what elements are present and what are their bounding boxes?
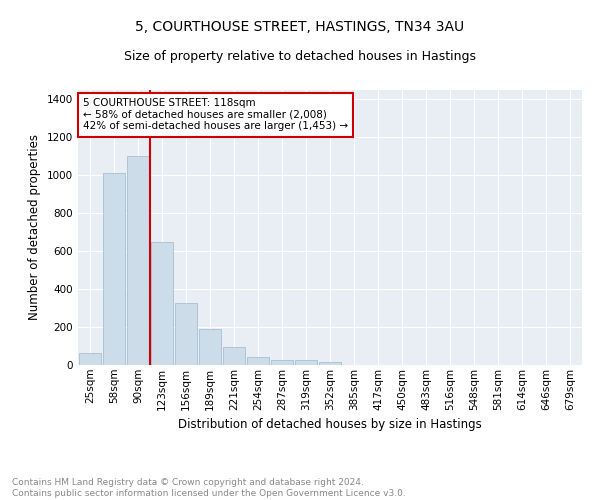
Bar bbox=[295, 360, 317, 365]
Bar bbox=[199, 329, 221, 365]
Bar bbox=[151, 242, 173, 365]
Bar bbox=[103, 172, 125, 365]
Bar bbox=[127, 156, 149, 365]
Bar bbox=[223, 348, 245, 365]
Bar bbox=[271, 360, 293, 365]
Text: Contains HM Land Registry data © Crown copyright and database right 2024.
Contai: Contains HM Land Registry data © Crown c… bbox=[12, 478, 406, 498]
Bar bbox=[319, 362, 341, 365]
Text: 5 COURTHOUSE STREET: 118sqm
← 58% of detached houses are smaller (2,008)
42% of : 5 COURTHOUSE STREET: 118sqm ← 58% of det… bbox=[83, 98, 348, 132]
Y-axis label: Number of detached properties: Number of detached properties bbox=[28, 134, 41, 320]
Bar bbox=[79, 352, 101, 365]
X-axis label: Distribution of detached houses by size in Hastings: Distribution of detached houses by size … bbox=[178, 418, 482, 431]
Bar bbox=[247, 358, 269, 365]
Text: 5, COURTHOUSE STREET, HASTINGS, TN34 3AU: 5, COURTHOUSE STREET, HASTINGS, TN34 3AU bbox=[136, 20, 464, 34]
Bar bbox=[175, 304, 197, 365]
Text: Size of property relative to detached houses in Hastings: Size of property relative to detached ho… bbox=[124, 50, 476, 63]
